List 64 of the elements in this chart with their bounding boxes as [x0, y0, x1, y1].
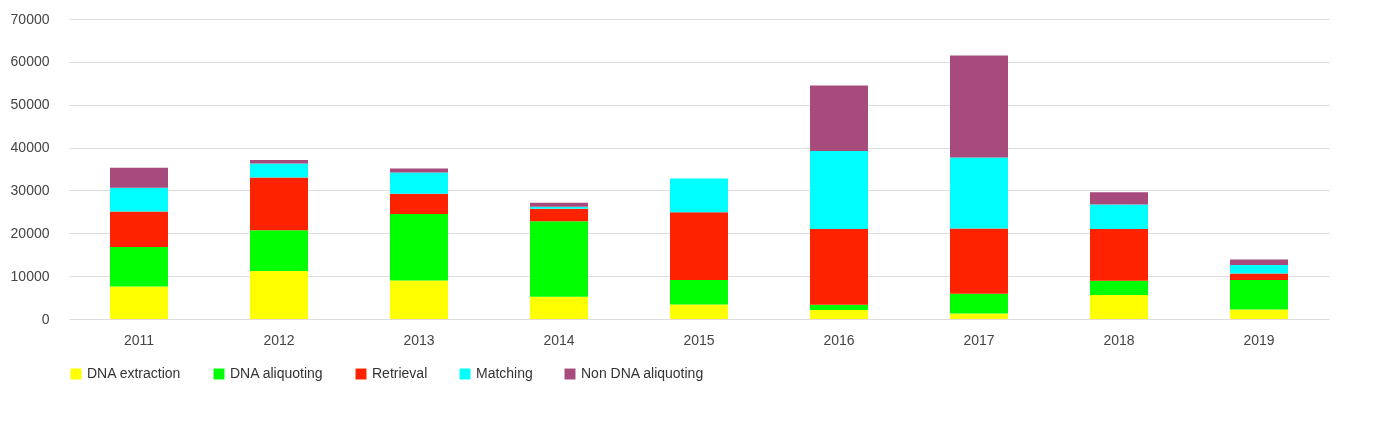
bar [810, 151, 868, 229]
bar [110, 211, 168, 247]
y-tick-label: 40000 [10, 139, 50, 156]
bar [110, 167, 168, 188]
bar [810, 310, 868, 319]
bar [390, 193, 448, 214]
bar [670, 304, 728, 319]
bar [1090, 229, 1148, 281]
bar [250, 163, 308, 178]
bar [670, 178, 728, 213]
y-tick-label: 20000 [10, 224, 50, 241]
x-tick-label: 2017 [963, 331, 995, 348]
x-tick-label: 2016 [823, 331, 855, 348]
bar [1230, 309, 1288, 319]
bar [1230, 280, 1288, 310]
y-tick-label: 30000 [10, 181, 50, 198]
bar [950, 157, 1008, 229]
bar [390, 214, 448, 281]
bar [950, 293, 1008, 314]
bar [110, 247, 168, 287]
legend-label: Retrieval [372, 365, 428, 381]
bar [950, 228, 1008, 294]
x-tick-label: 2018 [1103, 331, 1135, 348]
x-tick-label: 2011 [123, 331, 155, 348]
bar [530, 296, 588, 319]
legend-label: Non DNA aliquoting [581, 365, 704, 381]
y-tick-label: 70000 [10, 10, 50, 27]
bar [950, 313, 1008, 319]
bar [1090, 192, 1148, 205]
y-tick-label: 60000 [10, 53, 50, 70]
bar [1090, 204, 1148, 229]
bar [530, 221, 588, 297]
legend-label: DNA extraction [87, 365, 181, 381]
bar [810, 229, 868, 305]
bar [110, 187, 168, 212]
bar [1230, 273, 1288, 280]
bar [530, 202, 588, 207]
x-tick-label: 2015 [683, 331, 715, 348]
bar [1230, 265, 1288, 274]
bar [670, 212, 728, 280]
bar [670, 280, 728, 305]
x-tick-label: 2013 [403, 331, 435, 348]
y-tick-label: 0 [41, 310, 50, 327]
bar [390, 172, 448, 194]
bar [950, 55, 1008, 158]
y-tick-label: 50000 [10, 96, 50, 113]
legend-label: DNA aliquoting [230, 365, 323, 381]
bar [810, 85, 868, 151]
bar [250, 271, 308, 319]
bar [110, 286, 168, 319]
legend-label: Matching [476, 365, 533, 381]
bar [1230, 259, 1288, 265]
x-tick-label: 2019 [1243, 331, 1275, 348]
bar [530, 208, 588, 222]
bar [250, 177, 308, 231]
bar [1090, 280, 1148, 295]
bar [810, 304, 868, 310]
bar [1090, 295, 1148, 319]
bar [390, 280, 448, 319]
x-tick-label: 2014 [543, 331, 575, 348]
y-tick-label: 10000 [10, 267, 50, 284]
bar [530, 206, 588, 209]
bar [250, 230, 308, 271]
x-tick-label: 2012 [263, 331, 295, 348]
